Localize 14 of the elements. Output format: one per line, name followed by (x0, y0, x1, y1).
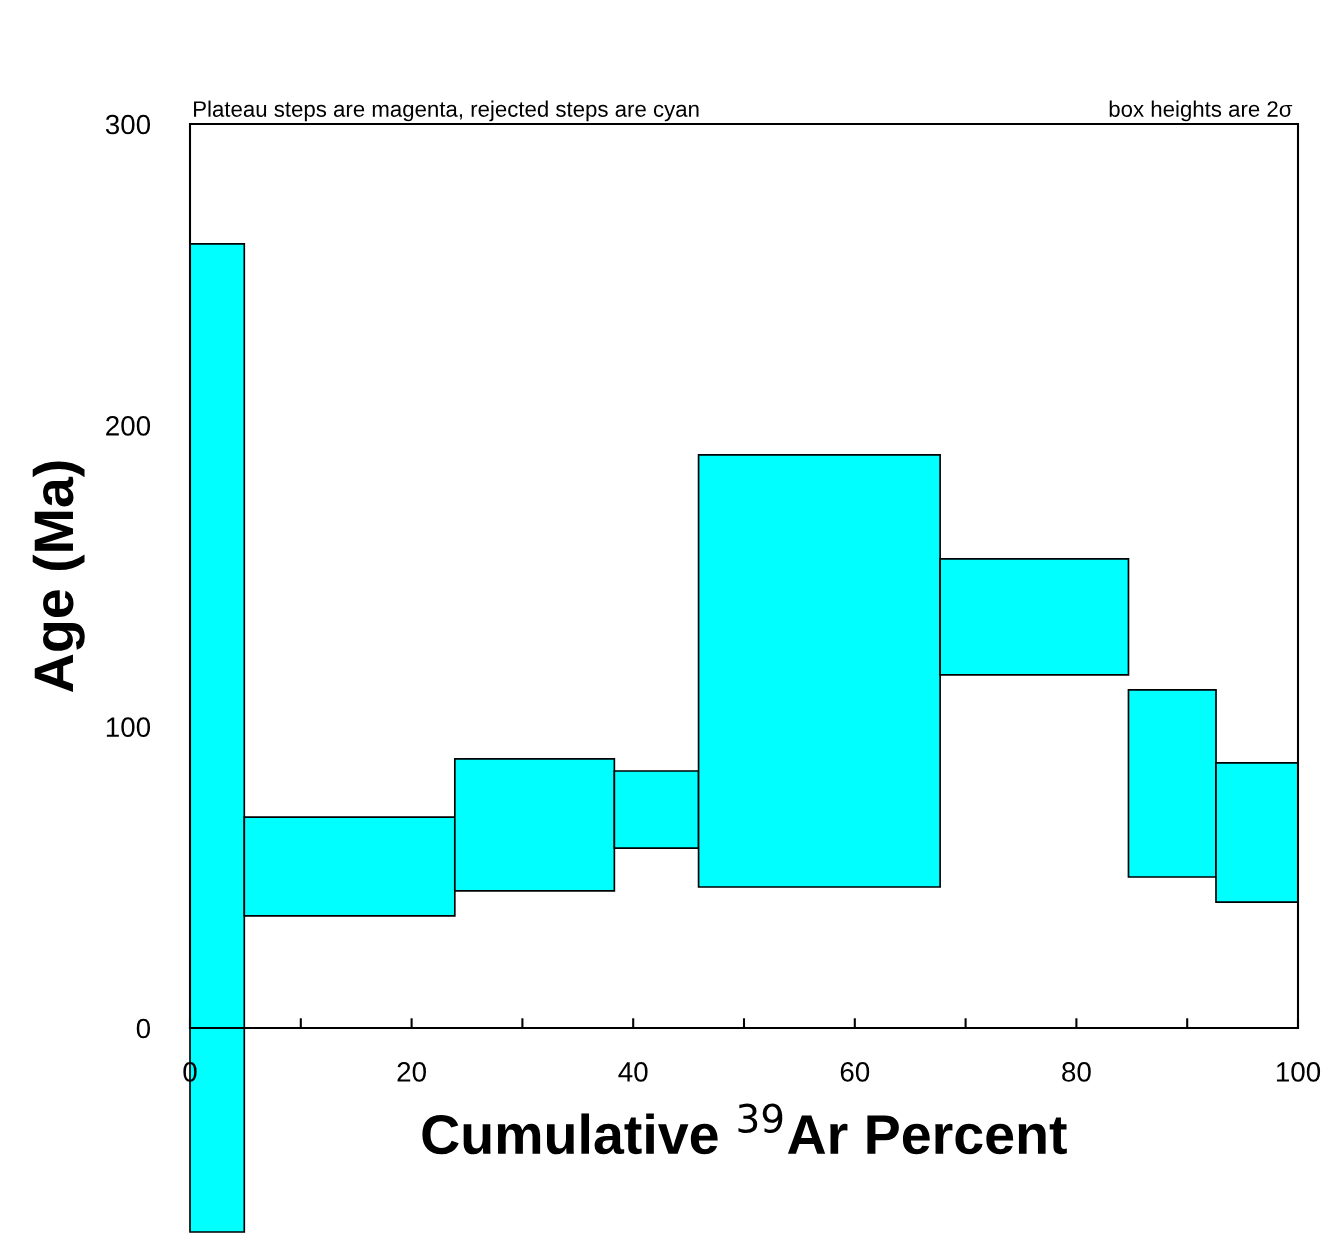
y-tick-label: 200 (106, 416, 151, 436)
y-tick-label: 100 (106, 717, 151, 738)
x-axis-title: Cumulative $^{39}$Ar Percent (422, 1103, 1067, 1155)
y-axis-title: Age (Ma) (32, 461, 85, 692)
x-tick-label: 0 (183, 1062, 197, 1082)
x-tick-label: 60 (840, 1062, 870, 1082)
y-tick-label: 300 (105, 114, 151, 135)
x-tick-label: 80 (1062, 1062, 1091, 1082)
y-tick-label: 0 (136, 1018, 151, 1039)
text: box heights are 2σ (1109, 100, 1293, 122)
x-tick-label: 100 (1276, 1062, 1321, 1082)
text: Plateau steps are magenta, rejected steps are cyan (194, 100, 699, 122)
x-tick-label: 20 (397, 1062, 426, 1082)
x-tick-label: 40 (618, 1062, 648, 1082)
